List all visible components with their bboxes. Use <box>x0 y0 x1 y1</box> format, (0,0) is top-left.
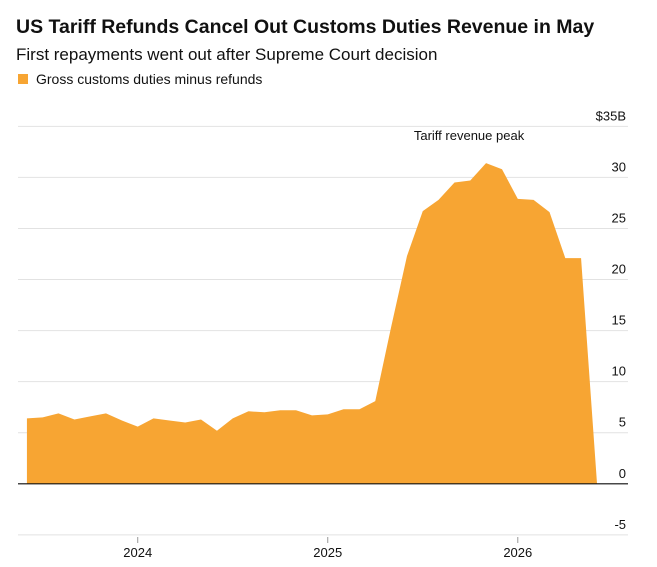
y-tick-label: 10 <box>612 364 626 379</box>
legend-label: Gross customs duties minus refunds <box>36 71 262 87</box>
chart-subtitle: First repayments went out after Supreme … <box>16 45 437 64</box>
y-tick-label: 5 <box>619 415 626 430</box>
y-tick-label: -5 <box>614 517 626 532</box>
annotation: Tariff revenue peak <box>414 128 525 143</box>
y-tick-label: $35B <box>596 108 626 123</box>
y-tick-label: 30 <box>612 159 626 174</box>
y-tick-label: 0 <box>619 466 626 481</box>
chart-title: US Tariff Refunds Cancel Out Customs Dut… <box>16 16 594 38</box>
x-tick-label: 2026 <box>503 545 532 560</box>
legend-swatch <box>18 74 28 84</box>
x-tick-label: 2025 <box>313 545 342 560</box>
y-tick-label: 20 <box>612 262 626 277</box>
y-tick-label: 25 <box>612 210 626 225</box>
x-tick-label: 2024 <box>123 545 152 560</box>
y-tick-label: 15 <box>612 313 626 328</box>
area <box>26 163 598 484</box>
